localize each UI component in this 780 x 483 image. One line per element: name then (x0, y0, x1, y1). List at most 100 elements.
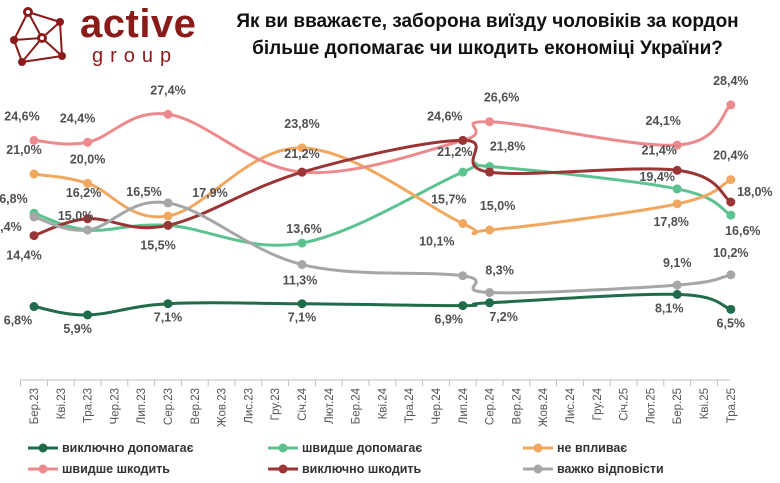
data-label: 8,3% (485, 264, 514, 278)
chart-title-line-2: більше допомагає чи шкодить економіці Ук… (252, 38, 723, 59)
data-label: 7,1% (154, 311, 183, 325)
x-tick-label: Січ.25 (619, 388, 631, 421)
legend-swatch-marker (278, 464, 288, 474)
x-axis (20, 379, 730, 386)
data-label: 7,1% (288, 311, 317, 325)
data-label: 28,4% (713, 74, 748, 88)
legend: виключно допомагає швидше допомагає не впл… (28, 441, 664, 476)
data-label: 24,6% (427, 109, 462, 123)
series-2-point-5 (485, 225, 495, 235)
x-tick-label: Тра.23 (83, 388, 95, 423)
series-line-2 (32, 146, 733, 236)
legend-swatch-marker (38, 464, 48, 474)
series-3-point-5 (485, 117, 495, 127)
x-tick-label: Лип.24 (458, 387, 470, 424)
data-label: 15,7% (431, 192, 466, 206)
series-1-point-4 (458, 167, 468, 177)
series-lines (32, 103, 733, 317)
series-0-point-4 (458, 301, 468, 311)
data-label: 18,0% (737, 185, 772, 199)
series-1-point-3 (297, 238, 307, 248)
x-tick-label: Гру.23 (270, 388, 282, 420)
series-2-point-3 (297, 143, 307, 153)
legend-entry-5: важко відповісти (557, 462, 664, 476)
brand-name: active (80, 2, 197, 46)
data-labels: 24,6% 24,4% 27,4% 23,8% 24,6% 26,6% 24,1% 28,4%… (0, 74, 773, 336)
series-5-point-4 (458, 271, 468, 281)
data-label: 10,2% (713, 246, 748, 260)
x-tick-label: Вер.23 (190, 388, 202, 424)
data-label: 14,4% (6, 249, 41, 263)
data-label: 27,4% (150, 83, 185, 97)
series-2-point-4 (458, 218, 468, 228)
series-5-point-2 (163, 198, 173, 208)
brand-logo: active group (0, 0, 210, 78)
data-label: 21,2% (284, 147, 319, 161)
data-label: 16,4% (0, 220, 22, 234)
series-line-4 (32, 138, 733, 238)
data-label: 24,6% (4, 109, 39, 123)
data-label: 15,5% (140, 238, 175, 252)
series-4-point-3 (297, 167, 307, 177)
series-3-point-0 (29, 135, 39, 145)
legend-entry-4: виключно шкодить (302, 462, 422, 476)
series-0-point-0 (29, 302, 39, 312)
legend-entry-3: швидше шкодить (62, 462, 170, 476)
data-label: 26,6% (484, 91, 519, 105)
x-tick-label: Гру.24 (592, 387, 604, 420)
x-tick-label: Бер.23 (29, 388, 41, 424)
data-label: 24,4% (60, 111, 95, 125)
series-line-1 (32, 161, 733, 247)
legend-entry-0: виключно допомагає (62, 441, 194, 455)
data-label: 11,3% (283, 274, 318, 288)
data-label: 20,4% (713, 149, 748, 163)
data-label: 6,8% (4, 314, 33, 328)
series-2-point-2 (163, 211, 173, 221)
series-3-point-2 (163, 109, 173, 119)
x-tick-label: Жов.23 (217, 388, 229, 427)
series-markers (29, 100, 736, 320)
data-label: 15,0% (480, 199, 515, 213)
series-0-point-7 (726, 304, 736, 314)
series-4-point-0 (29, 231, 39, 241)
series-1-point-7 (726, 210, 736, 220)
series-3-point-6 (672, 140, 682, 150)
chart-title: Як ви вважаєте, заборона виїзду чоловікі… (205, 8, 770, 62)
x-tick-label: Бер.25 (672, 388, 684, 424)
x-tick-labels: Бер.23 Кві.23 Тра.23 Чер.23 Лип.23 Сер.23 Вер.… (29, 387, 738, 427)
x-tick-label: Лют.25 (645, 388, 657, 424)
series-1-point-6 (672, 184, 682, 194)
series-5-point-3 (297, 260, 307, 270)
series-line-5 (32, 200, 733, 295)
data-label: 8,1% (655, 301, 684, 315)
series-3-point-7 (726, 100, 736, 110)
data-label: 21,2% (437, 145, 472, 159)
series-2-point-1 (83, 178, 93, 188)
data-label: 13,6% (286, 222, 321, 236)
data-label: 6,5% (717, 316, 746, 330)
series-3-point-1 (83, 137, 93, 147)
series-4-point-5 (485, 167, 495, 177)
series-0-point-6 (672, 289, 682, 299)
series-5-point-7 (726, 270, 736, 280)
data-label: 23,8% (284, 117, 319, 131)
series-0-point-3 (297, 299, 307, 309)
data-label: 20,0% (70, 152, 105, 166)
data-label: 16,2% (66, 186, 101, 200)
series-line-3 (32, 103, 733, 175)
series-5-point-1 (83, 225, 93, 235)
data-label: 5,9% (63, 322, 92, 336)
data-label: 10,1% (419, 235, 454, 249)
data-label: 9,1% (663, 256, 692, 270)
x-tick-label: Тра.25 (726, 388, 738, 423)
x-tick-label: Сер.24 (485, 387, 497, 425)
data-label: 15,0% (58, 209, 93, 223)
x-tick-label: Тра.24 (404, 387, 416, 423)
brand-subtitle: group (92, 45, 179, 67)
x-tick-label: Кві.23 (56, 388, 68, 419)
series-2-point-7 (726, 175, 736, 185)
data-label: 17,8% (653, 215, 688, 229)
legend-swatch-marker (278, 443, 288, 453)
data-label: 16,8% (0, 192, 28, 206)
